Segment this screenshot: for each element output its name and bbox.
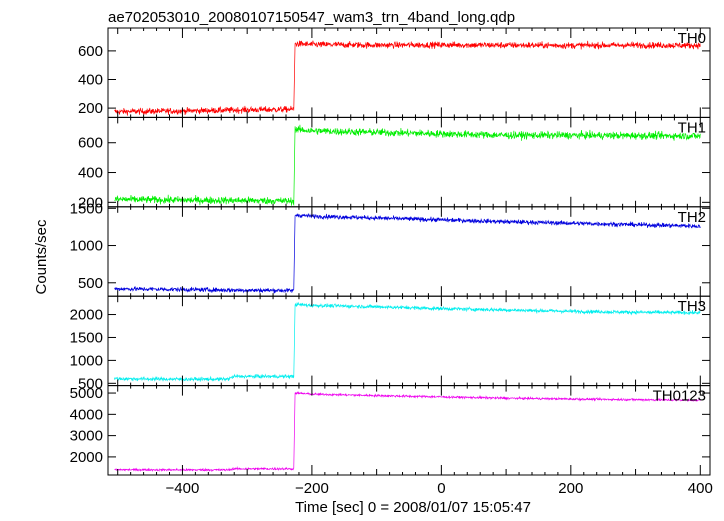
x-tick-label: 200 bbox=[558, 480, 583, 497]
y-tick-label: 600 bbox=[78, 43, 103, 60]
y-tick-label: 400 bbox=[78, 71, 103, 88]
y-tick-label: 400 bbox=[78, 165, 103, 182]
y-tick-label: 1000 bbox=[70, 238, 103, 255]
y-tick-label: 500 bbox=[78, 275, 103, 292]
x-tick-label: −400 bbox=[166, 480, 200, 497]
y-tick-label: 3000 bbox=[70, 428, 103, 445]
panel-label-th0123: TH0123 bbox=[653, 388, 706, 405]
series-line-th0123 bbox=[114, 391, 701, 473]
y-tick-label: 2000 bbox=[70, 449, 103, 466]
panel-label-th0: TH0 bbox=[678, 30, 706, 47]
y-tick-label: 5000 bbox=[70, 385, 103, 402]
x-tick-label: −200 bbox=[295, 480, 329, 497]
y-tick-label: 600 bbox=[78, 135, 103, 152]
series-line-th2 bbox=[114, 213, 701, 294]
y-tick-label: 500 bbox=[78, 375, 103, 392]
y-axis-label: Counts/sec bbox=[33, 219, 50, 295]
panel-label-th3: TH3 bbox=[678, 298, 706, 315]
panel-label-th2: TH2 bbox=[678, 209, 706, 226]
x-tick-label: 400 bbox=[688, 480, 713, 497]
y-tick-label: 200 bbox=[78, 100, 103, 117]
chart-title: ae702053010_20080107150547_wam3_trn_4ban… bbox=[108, 9, 515, 26]
panel-frame-th1 bbox=[107, 116, 711, 208]
y-tick-label: 2000 bbox=[70, 307, 103, 324]
y-tick-label: 200 bbox=[78, 194, 103, 211]
y-tick-label: 1500 bbox=[70, 329, 103, 346]
series-line-th0 bbox=[114, 40, 701, 116]
panels-group: TH0 200 400 600 TH1 200 400 600 TH2 500 1000 1500 TH… bbox=[70, 27, 713, 497]
panel-label-th1: TH1 bbox=[678, 119, 706, 136]
y-tick-label: 1000 bbox=[70, 352, 103, 369]
series-line-th3 bbox=[114, 301, 701, 382]
panel-frame-th0123 bbox=[107, 385, 711, 476]
y-tick-label: 1500 bbox=[70, 200, 103, 217]
y-tick-label: 4000 bbox=[70, 406, 103, 423]
panel-frame-th0 bbox=[107, 27, 711, 118]
panel-frame-th3 bbox=[107, 295, 711, 387]
series-line-th1 bbox=[114, 124, 701, 207]
x-axis-label: Time [sec] 0 = 2008/01/07 15:05:47 bbox=[295, 499, 531, 516]
x-tick-label: 0 bbox=[437, 480, 445, 497]
